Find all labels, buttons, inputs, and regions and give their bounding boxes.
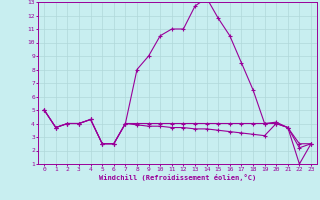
X-axis label: Windchill (Refroidissement éolien,°C): Windchill (Refroidissement éolien,°C) <box>99 174 256 181</box>
